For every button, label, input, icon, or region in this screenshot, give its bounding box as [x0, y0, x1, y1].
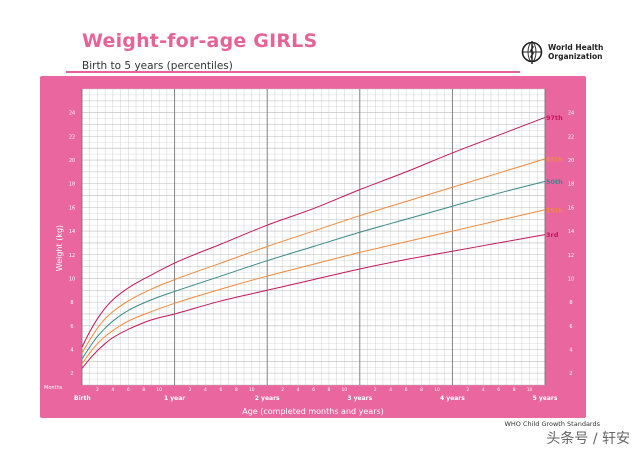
page-subtitle: Birth to 5 years (percentiles)	[82, 60, 233, 72]
y-tick-label-left: 6	[70, 324, 73, 330]
y-tick-label-right: 14	[568, 229, 574, 235]
month-tick-label: 4	[297, 387, 300, 393]
y-tick-label-left: 12	[69, 253, 75, 259]
y-tick-label-left: 10	[69, 276, 75, 282]
standards-note: WHO Child Growth Standards	[504, 420, 600, 428]
year-tick-label: 3 years	[347, 395, 372, 402]
month-tick-label: 6	[127, 387, 130, 393]
year-tick-label: 5 years	[533, 395, 558, 402]
month-tick-label: 4	[482, 387, 485, 393]
month-tick-label: 10	[249, 387, 255, 393]
month-tick-label: 8	[513, 387, 516, 393]
y-tick-label-right: 12	[568, 253, 574, 259]
x-unit-label: Months	[44, 385, 63, 391]
month-tick-label: 8	[327, 387, 330, 393]
organization-name: World Health Organization	[548, 43, 603, 61]
y-tick-label-left: 14	[69, 229, 75, 235]
watermark-text: 头条号 / 轩安	[546, 431, 630, 447]
y-tick-label-right: 4	[569, 347, 572, 353]
series-line-85th	[81, 158, 546, 354]
month-tick-label: 2	[374, 387, 377, 393]
y-tick-label-right: 20	[568, 158, 574, 164]
y-tick-label-right: 6	[569, 324, 572, 330]
series-label: 3rd	[546, 231, 559, 239]
grid-major	[81, 89, 546, 385]
month-tick-label: 4	[111, 387, 114, 393]
y-tick-label-left: 4	[70, 347, 73, 353]
x-axis-month-ticks: 2 4 6 8 10 2 4 6 8 10 2 4 6 8 10 2 4 6 8 10 2 4 6 8 10	[96, 387, 533, 393]
month-tick-label: 8	[235, 387, 238, 393]
month-tick-label: 10	[341, 387, 347, 393]
month-tick-label: 2	[189, 387, 192, 393]
month-tick-label: 6	[497, 387, 500, 393]
year-tick-label: 2 years	[255, 395, 280, 402]
org-name-line1: World Health	[548, 43, 604, 52]
x-axis-year-ticks: Birth 1 year 2 years 3 years 4 years 5 years	[74, 395, 558, 402]
x-axis-title: Age (completed months and years)	[242, 407, 384, 416]
month-tick-label: 2	[281, 387, 284, 393]
y-axis-title: Weight (kg)	[55, 225, 64, 271]
month-tick-label: 10	[156, 387, 162, 393]
y-tick-label-right: 18	[568, 182, 574, 188]
month-tick-label: 2	[466, 387, 469, 393]
who-emblem-icon	[521, 41, 543, 64]
series-layer	[81, 116, 546, 369]
month-tick-label: 8	[420, 387, 423, 393]
y-tick-label-left: 18	[69, 182, 75, 188]
y-tick-label-right: 2	[569, 371, 572, 377]
month-tick-label: 4	[204, 387, 207, 393]
y-tick-label-right: 16	[568, 205, 574, 211]
series-line-3rd	[81, 234, 546, 369]
page-title: Weight-for-age GIRLS	[82, 30, 318, 52]
grid-minor	[82, 88, 545, 386]
month-tick-label: 6	[219, 387, 222, 393]
y-tick-label-right: 8	[569, 300, 572, 306]
series-line-97th	[81, 116, 546, 348]
y-tick-label-left: 24	[69, 111, 75, 117]
title-divider	[66, 71, 520, 73]
series-label: 15th	[546, 206, 563, 214]
org-name-line2: Organization	[548, 52, 603, 61]
series-line-50th	[81, 180, 546, 360]
y-tick-label-left: 2	[70, 371, 73, 377]
month-tick-label: 2	[96, 387, 99, 393]
year-tick-label: 1 year	[164, 395, 185, 402]
year-tick-label: 4 years	[440, 395, 465, 402]
y-tick-label-left: 8	[70, 300, 73, 306]
y-tick-label-right: 22	[568, 134, 574, 140]
series-label: 50th	[546, 178, 563, 186]
month-tick-label: 8	[142, 387, 145, 393]
y-tick-label-left: 22	[69, 134, 75, 140]
series-line-15th	[81, 209, 546, 364]
series-label: 85th	[546, 155, 563, 163]
series-labels: 97th 85th 50th 15th 3rd	[546, 114, 563, 239]
month-tick-label: 6	[405, 387, 408, 393]
y-tick-label-right: 24	[568, 111, 574, 117]
month-tick-label: 4	[389, 387, 392, 393]
y-tick-label-right: 10	[568, 276, 574, 282]
y-tick-label-left: 16	[69, 205, 75, 211]
year-tick-label: Birth	[74, 395, 91, 402]
y-tick-label-left: 20	[69, 158, 75, 164]
month-tick-label: 10	[434, 387, 440, 393]
month-tick-label: 10	[527, 387, 533, 393]
month-tick-label: 6	[312, 387, 315, 393]
series-label: 97th	[546, 114, 563, 122]
